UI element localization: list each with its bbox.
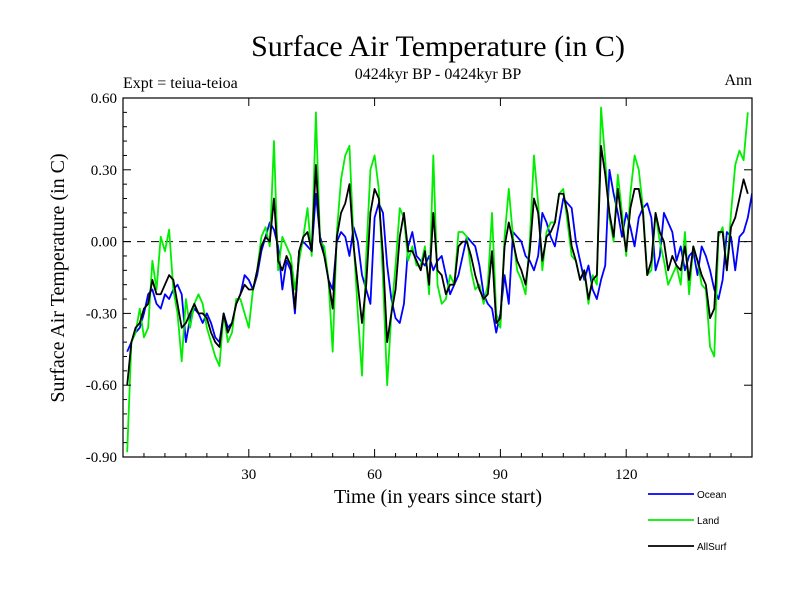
series-line-allsurf xyxy=(126,144,749,386)
legend-label-land: Land xyxy=(697,516,719,527)
chart-title: Surface Air Temperature (in C) xyxy=(251,30,625,63)
series-lines xyxy=(126,106,752,453)
axis-ticks: 30 60 90 120 -0.90 -0.60 -0.30 0.00 0.30 0.60 xyxy=(86,91,752,483)
x-tick-label: 120 xyxy=(615,467,638,483)
legend: Ocean Land AllSurf xyxy=(648,490,727,553)
y-tick-label: -0.60 xyxy=(86,378,117,394)
x-tick-label: 30 xyxy=(241,467,256,483)
x-tick-label: 60 xyxy=(367,467,382,483)
x-axis-label: Time (in years since start) xyxy=(334,486,542,508)
y-tick-label: 0.60 xyxy=(91,91,117,107)
chart-subtitle: 0424kyr BP - 0424kyr BP xyxy=(355,66,522,83)
y-tick-label: -0.90 xyxy=(86,450,117,466)
x-tick-label: 90 xyxy=(493,467,508,483)
legend-label-ocean: Ocean xyxy=(697,490,726,501)
y-tick-label: 0.00 xyxy=(91,235,117,251)
season-label: Ann xyxy=(724,72,752,89)
y-tick-label: -0.30 xyxy=(86,306,117,322)
legend-label-allsurf: AllSurf xyxy=(697,542,727,553)
experiment-label: Expt = teiua-teioa xyxy=(123,75,238,92)
y-axis-label: Surface Air Temperature (in C) xyxy=(47,153,69,402)
y-tick-label: 0.30 xyxy=(91,163,117,179)
